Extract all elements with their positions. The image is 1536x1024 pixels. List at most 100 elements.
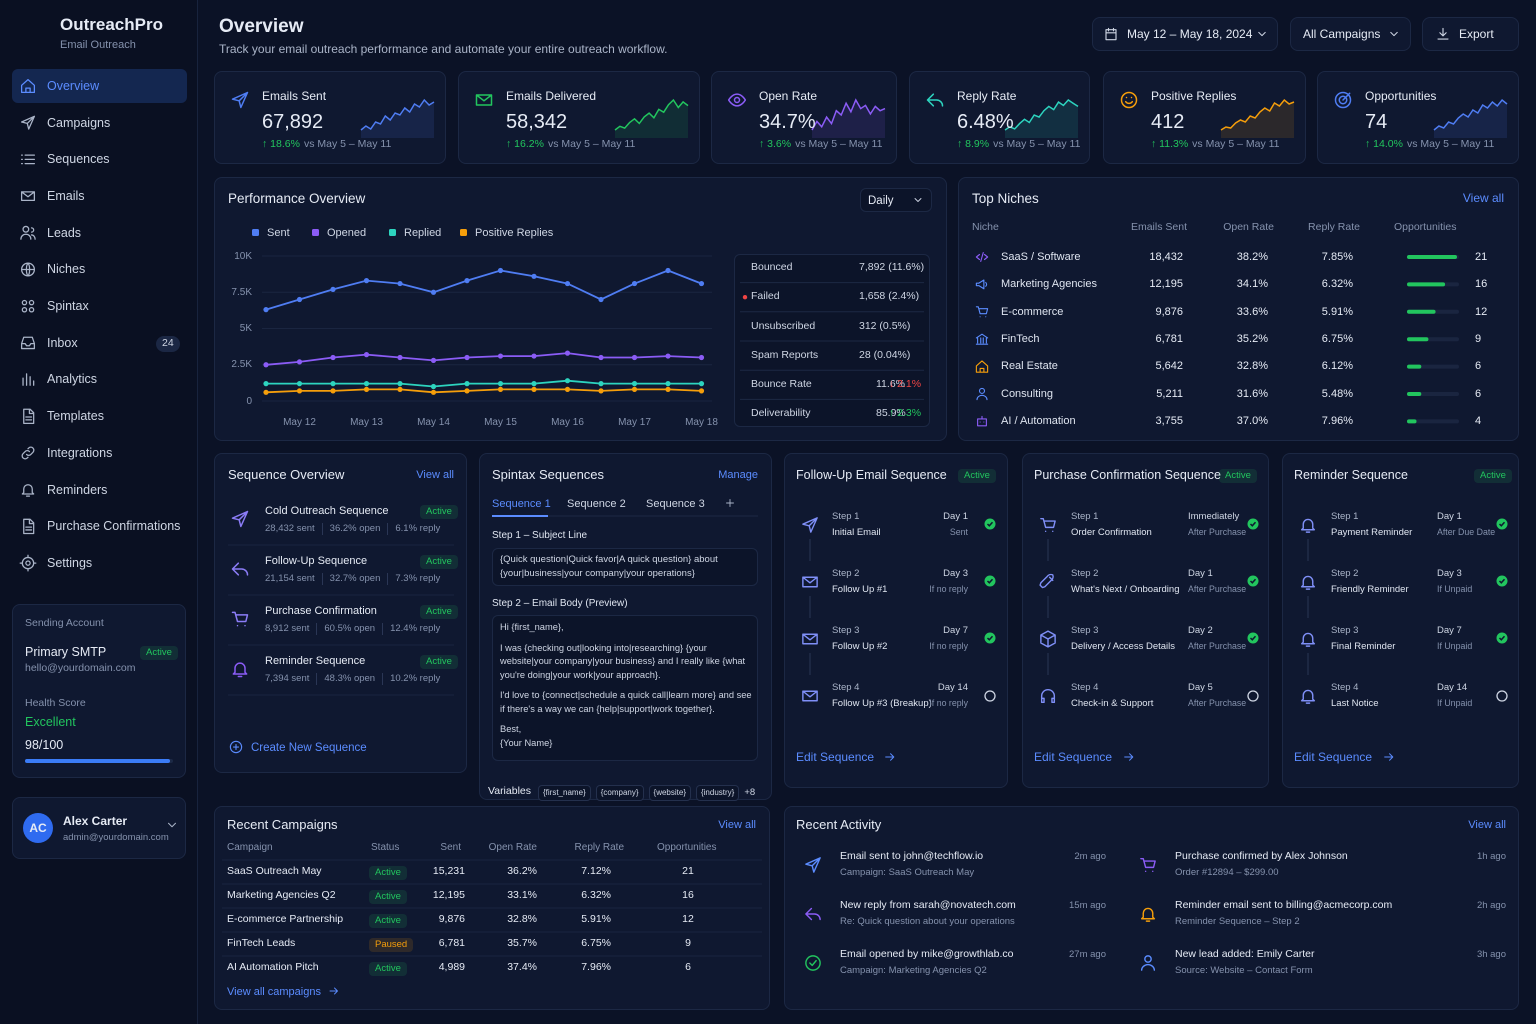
- sequence-name[interactable]: Reminder Sequence: [265, 654, 366, 667]
- nav-item[interactable]: Leads: [47, 225, 82, 240]
- link[interactable]: View all: [1462, 191, 1504, 206]
- label: hello@yourdomain.com: [25, 662, 136, 675]
- label[interactable]: All Campaigns: [1303, 27, 1381, 42]
- nav-item[interactable]: Niches: [47, 262, 86, 277]
- nav-badge: 24: [156, 336, 180, 352]
- status-badge: Active: [369, 889, 407, 905]
- label: 5,211: [1156, 387, 1183, 400]
- nav-item[interactable]: Reminders: [47, 482, 108, 497]
- status-badge: Active: [369, 865, 407, 881]
- nav-item[interactable]: Analytics: [47, 372, 98, 387]
- export-button[interactable]: [1422, 17, 1519, 51]
- table-cell: 33.1%: [507, 889, 537, 902]
- nav-icon: [20, 225, 36, 240]
- label: 33.6%: [1236, 305, 1268, 318]
- nav-item[interactable]: Templates: [47, 409, 104, 424]
- label: Consulting: [1001, 387, 1053, 400]
- x-tick-label: May 13: [350, 416, 383, 428]
- data-point: [531, 386, 537, 392]
- link[interactable]: View all: [718, 818, 756, 831]
- label[interactable]: Export: [1459, 27, 1494, 42]
- label: Re: Quick question about your operations: [840, 915, 1015, 927]
- panel-title: Top Niches: [972, 191, 1039, 207]
- nav-item[interactable]: Spintax: [47, 299, 89, 314]
- data-point: [598, 388, 604, 394]
- link[interactable]: Manage: [718, 468, 758, 481]
- label[interactable]: Daily: [868, 194, 894, 207]
- tab[interactable]: Sequence 3: [646, 497, 705, 510]
- check-mark: [986, 578, 994, 584]
- nav-item[interactable]: Inbox: [47, 335, 78, 350]
- label: Bounce Rate: [751, 377, 812, 390]
- data-point: [631, 381, 638, 387]
- nav-item[interactable]: Settings: [47, 555, 93, 570]
- label: 34.1%: [1236, 278, 1268, 291]
- column-header: Campaign: [227, 841, 273, 853]
- label: 32.8%: [1236, 360, 1268, 373]
- step-icon: [1300, 575, 1316, 590]
- nav-item[interactable]: Emails: [47, 188, 85, 203]
- label: 21,154 sent: [265, 572, 315, 584]
- step-icon-shape: [1040, 688, 1056, 704]
- label: Day 7: [943, 624, 968, 636]
- label: 2h ago: [1476, 899, 1506, 911]
- label: 12: [1475, 305, 1488, 318]
- nav-icon: [20, 262, 36, 277]
- sequence-name[interactable]: Cold Outreach Sequence: [265, 504, 389, 517]
- kpi-icon-shape: [1120, 91, 1138, 109]
- sequence-icon: [231, 562, 249, 576]
- label: 21: [1475, 250, 1488, 263]
- kpi-icon-shape: [926, 93, 944, 107]
- nav-item[interactable]: Purchase Confirmations: [47, 519, 181, 534]
- link[interactable]: Edit Sequence: [1294, 750, 1373, 765]
- date-picker[interactable]: [1092, 17, 1278, 51]
- label: Health Score: [25, 697, 86, 710]
- opportunity-bar: [1407, 255, 1457, 259]
- nav-icon: [20, 78, 36, 94]
- user-menu-shape: [167, 822, 177, 828]
- data-point: [397, 280, 403, 287]
- nav-item[interactable]: Campaigns: [47, 115, 111, 130]
- tab[interactable]: Sequence 2: [567, 497, 626, 510]
- label: Delivery / Access Details: [1071, 640, 1176, 652]
- link[interactable]: Edit Sequence: [796, 750, 875, 765]
- label: Check-in & Support: [1071, 697, 1154, 709]
- y-tick-label: 10K: [234, 250, 252, 262]
- label: E-commerce: [1001, 305, 1064, 318]
- niche-icon-shape: [975, 360, 989, 373]
- sequence-icon-shape: [231, 510, 249, 528]
- label: 12,195: [1149, 278, 1183, 291]
- link[interactable]: View all campaigns: [227, 985, 321, 998]
- data-point: [397, 386, 403, 392]
- link[interactable]: Edit Sequence: [1034, 750, 1113, 765]
- panel-title: Performance Overview: [228, 191, 366, 207]
- label: Reply Rate: [957, 89, 1017, 104]
- sequence-name[interactable]: Purchase Confirmation: [265, 604, 377, 617]
- sequence-icon-shape: [231, 562, 249, 576]
- nav-item[interactable]: Sequences: [47, 152, 110, 167]
- tab[interactable]: Sequence 1: [492, 497, 551, 510]
- label: ↑ 8.9%: [957, 138, 990, 151]
- step-icon-shape: [1039, 573, 1054, 589]
- x-tick-label: May 15: [484, 416, 517, 428]
- label: 7.85%: [1321, 250, 1353, 263]
- kpi-value: 58,342: [506, 111, 568, 133]
- status-badge: Active: [369, 961, 407, 977]
- link[interactable]: View all: [1468, 818, 1506, 831]
- label: 3,755: [1155, 415, 1183, 428]
- label: Sending Account: [25, 617, 104, 630]
- data-point: [263, 389, 269, 395]
- label[interactable]: May 12 – May 18, 2024: [1127, 27, 1253, 42]
- campaign-filter[interactable]: [1290, 17, 1411, 51]
- label: 4: [1475, 415, 1482, 428]
- nav-item[interactable]: Overview: [47, 78, 100, 93]
- kpi-icon-shape: [475, 94, 493, 106]
- table-cell: 4,989: [438, 961, 465, 974]
- label: 5.91%: [1321, 305, 1353, 318]
- icon-shape: [1124, 753, 1134, 761]
- nav-item[interactable]: Integrations: [47, 445, 113, 460]
- sequence-name[interactable]: Follow-Up Sequence: [265, 554, 368, 567]
- link[interactable]: Create New Sequence: [251, 741, 367, 754]
- link[interactable]: View all: [416, 468, 454, 481]
